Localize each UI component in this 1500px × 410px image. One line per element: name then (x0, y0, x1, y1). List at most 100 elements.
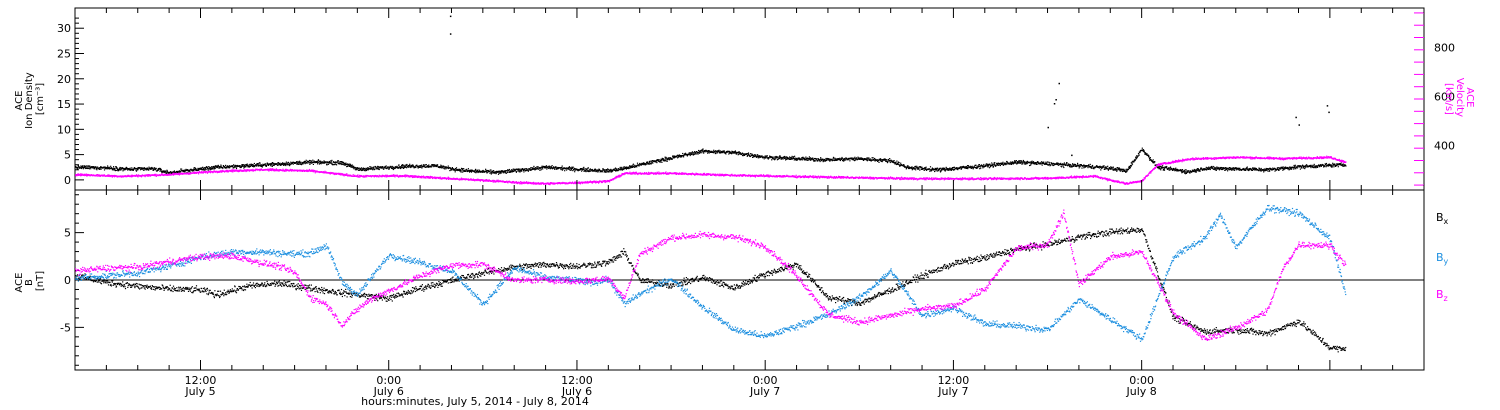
density-point (1304, 168, 1306, 170)
density-point (822, 161, 824, 163)
density-point (1037, 161, 1039, 163)
density-point (506, 171, 508, 174)
density-point (345, 163, 347, 165)
density-point (663, 158, 665, 160)
density-point (603, 169, 605, 171)
density-point (651, 161, 653, 164)
density-point (1268, 168, 1270, 170)
density-point (960, 166, 962, 168)
density-point (1002, 162, 1004, 164)
density-point (351, 165, 353, 167)
density-point (1015, 162, 1017, 164)
density-point (519, 170, 522, 172)
density-point (747, 154, 749, 156)
density-point (981, 164, 983, 166)
density-point (205, 168, 207, 171)
density-point (1303, 167, 1305, 169)
density-point (656, 159, 658, 162)
velocity-point (163, 173, 165, 175)
density-point (733, 151, 735, 153)
density-point (849, 160, 851, 162)
density-point (531, 168, 533, 170)
density-point (1316, 165, 1318, 168)
density-point (225, 167, 228, 169)
density-point (1255, 168, 1257, 170)
density-point (443, 166, 446, 168)
density-point (914, 165, 916, 167)
density-point (309, 163, 311, 165)
density-point (661, 159, 663, 161)
density-point (315, 161, 317, 163)
density-point (1267, 168, 1269, 170)
density-point (596, 170, 598, 172)
density-point (864, 158, 866, 161)
density-point (1166, 167, 1168, 169)
density-point (821, 159, 823, 161)
velocity-point (167, 174, 169, 176)
density-point (918, 168, 920, 170)
density-point (96, 167, 98, 169)
density-point (332, 163, 334, 165)
density-point (865, 159, 868, 161)
density-point (143, 167, 145, 170)
density-point (946, 169, 948, 171)
velocity-point (297, 169, 299, 171)
density-point (892, 162, 895, 164)
density-point (989, 164, 991, 166)
density-point (279, 162, 281, 164)
density-point (183, 169, 186, 171)
density-point (1018, 162, 1020, 164)
density-point (1331, 166, 1333, 168)
density-point (130, 169, 132, 171)
density-point (747, 152, 750, 154)
density-point (764, 156, 766, 158)
density-point (779, 157, 781, 159)
density-point (496, 171, 498, 173)
density-point (308, 162, 310, 164)
density-point (1242, 168, 1244, 170)
density-point (1188, 170, 1190, 172)
density-point (1121, 168, 1123, 170)
density-point (449, 170, 451, 172)
density-point (270, 165, 272, 167)
density-point (699, 151, 702, 153)
density-point (847, 158, 849, 160)
density-point (873, 159, 875, 161)
density-point (568, 166, 570, 168)
density-point (285, 164, 287, 167)
density-point (587, 170, 590, 173)
density-point (971, 165, 973, 167)
density-point (566, 169, 568, 171)
density-point (924, 167, 926, 169)
density-point (911, 166, 913, 168)
density-point (1290, 167, 1292, 170)
density-point (1015, 160, 1017, 162)
density-point (537, 168, 539, 170)
velocity-point (131, 175, 133, 177)
velocity-point (335, 172, 337, 174)
density-point (920, 167, 922, 169)
density-point (1014, 160, 1016, 162)
density-point (1303, 165, 1305, 167)
density-point (216, 166, 218, 168)
density-point (106, 167, 108, 169)
density-point (354, 169, 356, 171)
density-point (317, 159, 319, 161)
density-point (1130, 164, 1132, 167)
density-point (1099, 166, 1102, 169)
density-point (1014, 161, 1017, 163)
density-point (358, 167, 360, 170)
density-point (746, 153, 748, 155)
density-point (118, 167, 121, 169)
velocity-point (216, 172, 218, 174)
density-point (729, 151, 731, 153)
density-point (1342, 163, 1344, 165)
velocity-point (293, 169, 295, 171)
velocity-point (130, 174, 132, 176)
density-point (700, 149, 703, 151)
density-point (1111, 167, 1113, 169)
velocity-point (242, 169, 244, 171)
density-point (154, 169, 156, 171)
density-point (722, 152, 724, 154)
density-point (824, 160, 826, 162)
